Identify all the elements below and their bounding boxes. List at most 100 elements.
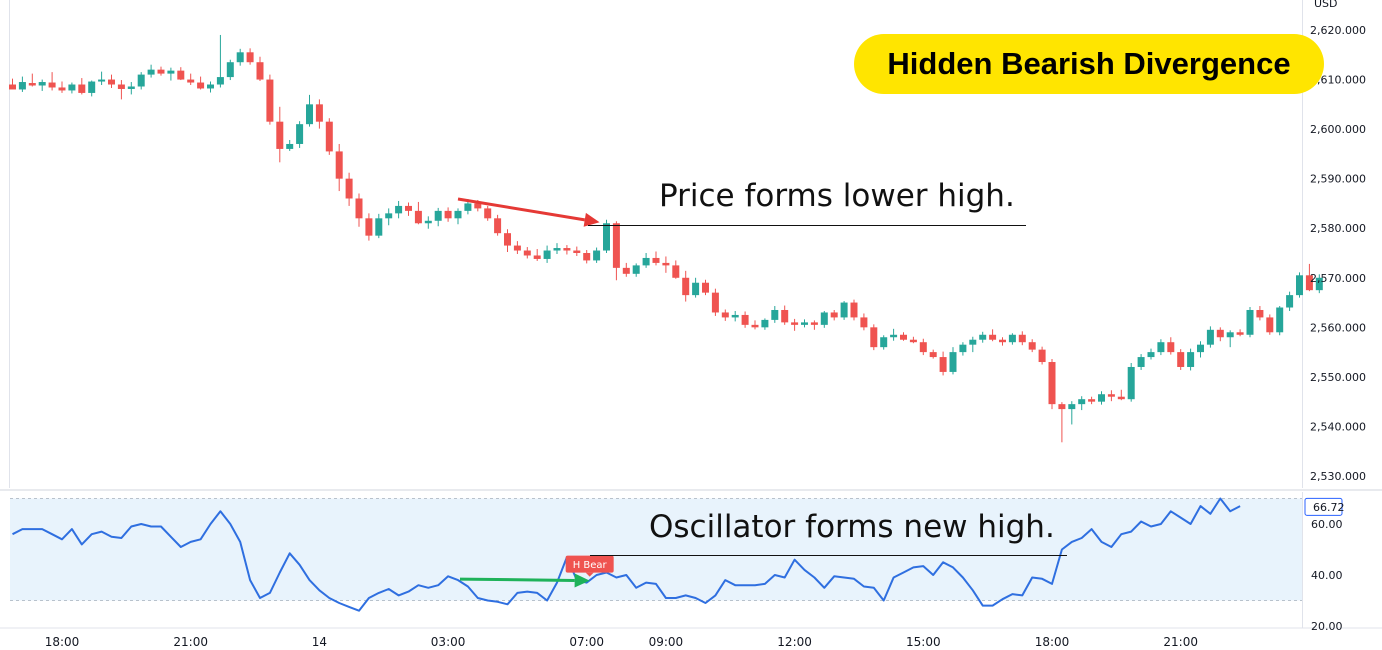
candle [276,106,284,163]
candle [850,299,858,321]
candle [1068,401,1076,425]
candle [919,338,927,356]
candle [1028,339,1036,353]
time-tick-label: 15:00 [906,635,941,649]
svg-text:H Bear: H Bear [573,560,608,571]
price-tick-label: 2,550.000 [1310,371,1366,384]
candle [761,318,769,330]
candle [1187,348,1195,371]
oscillator-line [12,497,1241,612]
candle [444,207,452,222]
candle [890,328,898,341]
candle [1018,331,1026,346]
time-tick-label: 09:00 [649,635,684,649]
candle [513,241,521,254]
candle [830,309,838,321]
candle [1098,391,1105,405]
candle [117,80,125,100]
price-tick-label: 2,580.000 [1310,222,1366,235]
time-axis: 18:00 21:00 14 03:00 07:00 09:00 12:00 15:00 18:… [45,635,1198,649]
candle [167,67,175,81]
candle [58,81,66,93]
candle [622,262,630,277]
candle [840,301,848,320]
candle [1226,330,1234,348]
chart-title: Hidden Bearish Divergence [887,46,1291,81]
time-tick-label: 18:00 [45,635,80,649]
candle [9,78,16,90]
candle [692,277,700,298]
candle [949,347,957,375]
candle [137,72,145,90]
candlesticks [9,34,1323,443]
time-tick-label: 07:00 [569,635,604,649]
time-tick-label: 18:00 [1035,635,1070,649]
candle [127,82,135,95]
candle [711,288,719,316]
candle [494,214,502,236]
candle [1078,396,1086,411]
candle [315,99,323,129]
price-tick-label: 2,540.000 [1310,420,1366,433]
candle [612,221,620,281]
candle [1246,307,1254,338]
candle [256,56,264,82]
oscillator-axis: 60.00 40.00 20.00 [1311,518,1343,633]
candle [157,66,165,76]
candle [820,310,828,328]
candle [880,335,888,350]
candle [207,81,214,93]
candle [662,256,670,273]
candle [900,332,907,341]
candle [405,202,412,216]
time-tick-label: 21:00 [173,635,208,649]
candle [1236,329,1244,337]
candle [929,349,937,359]
candle [1157,339,1165,356]
candle [652,251,660,266]
candle [791,318,799,331]
candle [375,213,383,239]
candle [1296,272,1303,298]
candle [801,319,808,328]
candle [909,336,917,344]
candle [573,246,581,256]
candle [553,243,561,254]
candle [1315,274,1323,294]
candle [434,207,442,227]
candle [454,208,462,225]
oscillator-tick-label: 40.00 [1311,569,1343,582]
candle [702,279,709,296]
candle [1107,390,1115,402]
oscillator-tick-label: 20.00 [1311,620,1343,633]
candle [1266,314,1274,335]
candle [226,59,234,81]
candle [484,205,492,221]
last-value-badge: 66.72 [1304,497,1345,516]
price-tick-label: 2,590.000 [1310,173,1366,186]
candle [246,48,254,65]
price-tick-label: 2,560.000 [1310,321,1366,334]
candle [216,34,224,88]
candle [751,320,759,330]
candle [78,78,86,95]
oscillator-annotation-text: Oscillator forms new high. [649,509,1055,545]
candle [1177,349,1185,370]
candle [583,250,591,264]
candle [68,82,76,94]
svg-text:66.72: 66.72 [1313,501,1345,514]
candle [48,72,56,91]
candle [98,71,106,86]
candle [286,140,294,151]
candle [721,309,729,321]
price-tick-label: 2,620.000 [1310,24,1366,37]
candle [781,305,789,325]
candle [38,79,46,91]
candle [28,73,36,87]
candle [939,351,947,376]
candle [236,48,244,66]
candle [1206,326,1214,348]
candle [731,310,739,322]
candle [197,76,205,90]
oscillator-tick-label: 60.00 [1311,518,1343,531]
